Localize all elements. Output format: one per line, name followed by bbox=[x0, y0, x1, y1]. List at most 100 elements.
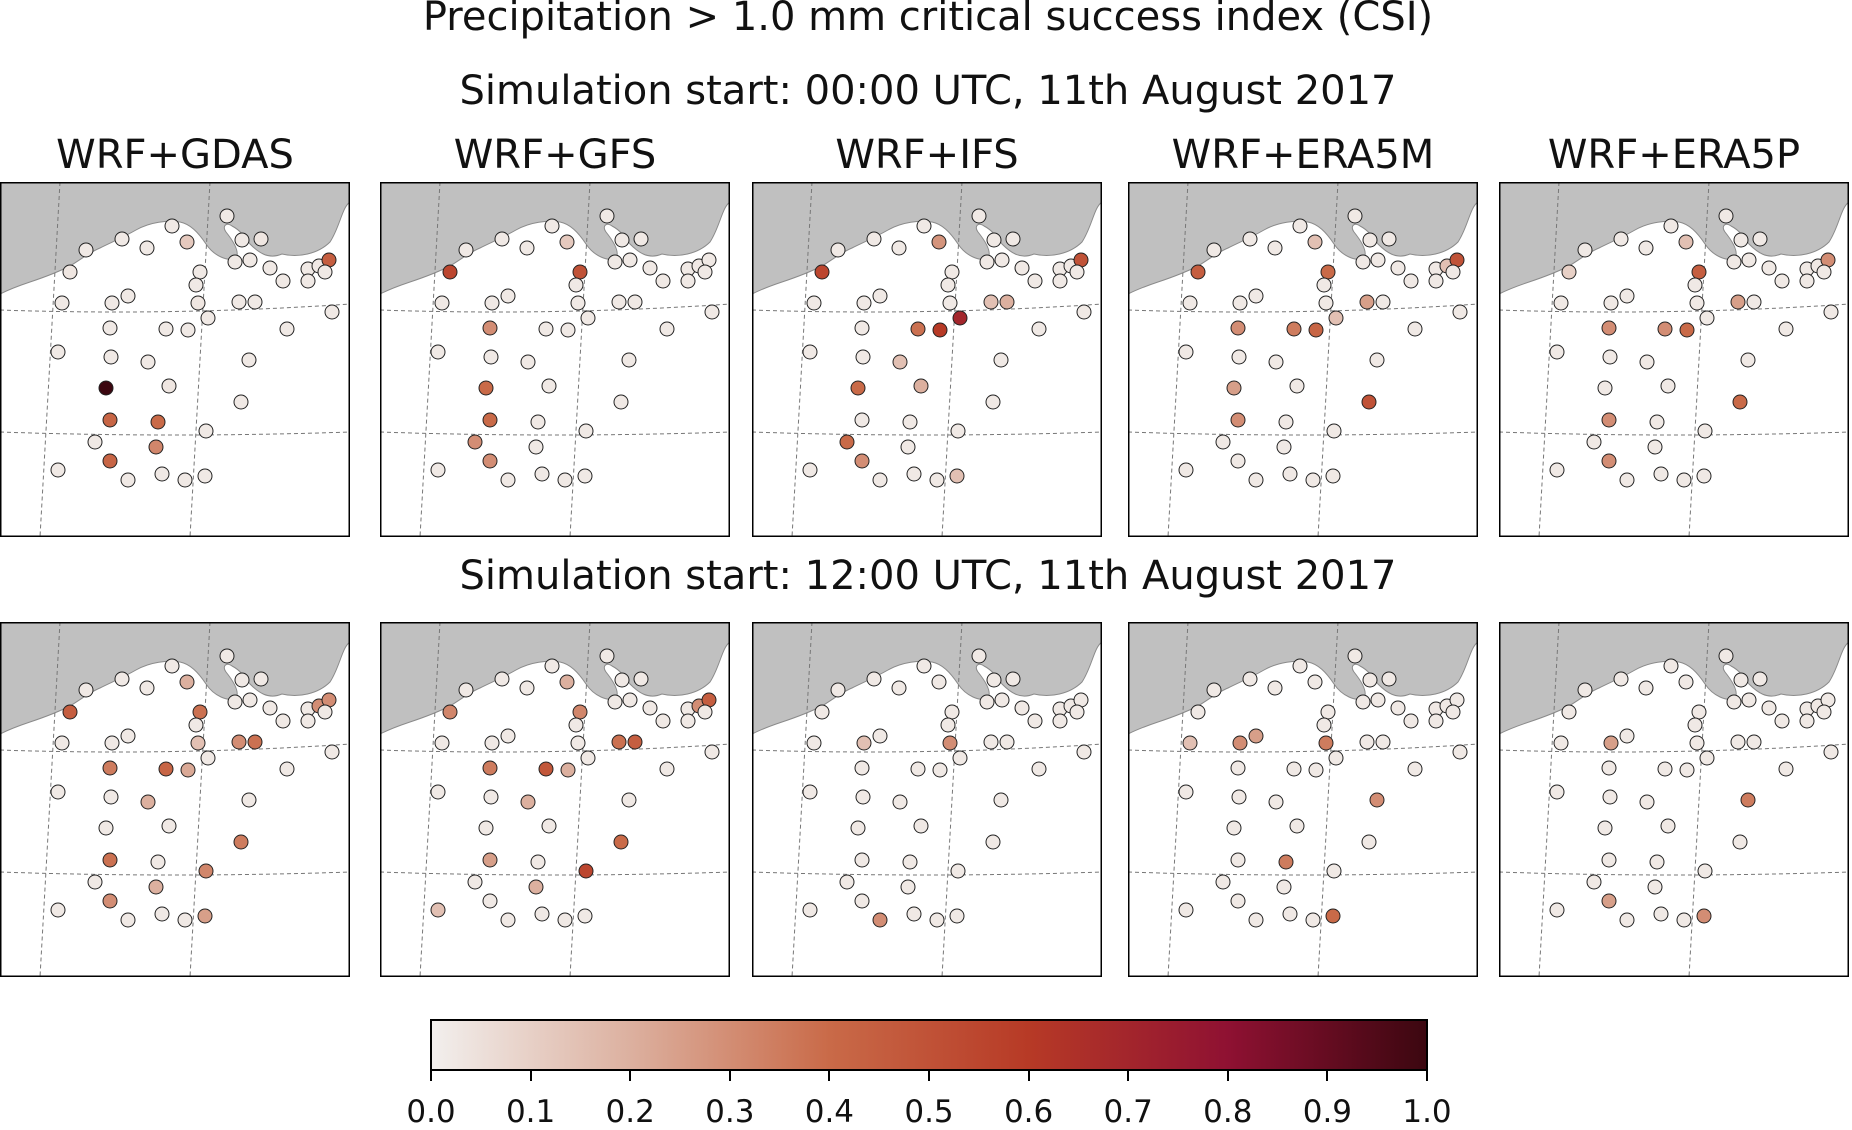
station-marker bbox=[1653, 466, 1669, 482]
station-marker bbox=[1577, 682, 1593, 698]
station-marker bbox=[78, 242, 94, 258]
station-marker bbox=[891, 680, 907, 696]
station-marker bbox=[1730, 294, 1746, 310]
station-marker bbox=[1597, 820, 1613, 836]
station-marker bbox=[233, 394, 249, 410]
station-marker bbox=[494, 671, 510, 687]
station-marker bbox=[482, 893, 498, 909]
station-marker bbox=[247, 294, 263, 310]
graticule-line bbox=[752, 431, 1102, 436]
graticule-line bbox=[419, 622, 441, 977]
station-marker bbox=[872, 288, 888, 304]
panel-title-wrf-ifs: WRF+IFS bbox=[835, 132, 1019, 178]
map-svg bbox=[1499, 622, 1849, 977]
station-marker bbox=[613, 394, 629, 410]
station-marker bbox=[1390, 700, 1406, 716]
station-marker bbox=[1678, 234, 1694, 250]
station-marker bbox=[910, 761, 926, 777]
station-marker bbox=[114, 231, 130, 247]
station-marker bbox=[1718, 648, 1734, 664]
station-marker bbox=[1325, 908, 1341, 924]
station-marker bbox=[317, 704, 333, 720]
station-marker bbox=[1647, 439, 1663, 455]
station-marker bbox=[1740, 792, 1756, 808]
station-marker bbox=[98, 380, 114, 396]
station-marker bbox=[1230, 893, 1246, 909]
station-marker bbox=[599, 208, 615, 224]
colorbar-tick-label: 0.0 bbox=[406, 1094, 456, 1130]
graticule-line bbox=[189, 182, 211, 537]
station-marker bbox=[1553, 295, 1569, 311]
station-marker bbox=[120, 472, 136, 488]
station-marker bbox=[192, 704, 208, 720]
station-marker bbox=[1691, 264, 1707, 280]
station-marker bbox=[659, 761, 675, 777]
station-marker bbox=[1292, 218, 1308, 234]
station-marker bbox=[262, 700, 278, 716]
station-marker bbox=[559, 674, 575, 690]
station-marker bbox=[442, 264, 458, 280]
station-marker bbox=[530, 414, 546, 430]
station-marker bbox=[1657, 321, 1673, 337]
station-marker bbox=[190, 295, 206, 311]
station-marker bbox=[1027, 273, 1043, 289]
station-marker bbox=[580, 310, 596, 326]
station-marker bbox=[1647, 879, 1663, 895]
station-marker bbox=[1553, 735, 1569, 751]
station-marker bbox=[942, 295, 958, 311]
station-marker bbox=[1318, 295, 1334, 311]
station-marker bbox=[1328, 750, 1344, 766]
station-marker bbox=[484, 735, 500, 751]
graticule-line bbox=[1128, 871, 1478, 876]
station-marker bbox=[102, 893, 118, 909]
station-marker bbox=[1689, 295, 1705, 311]
station-marker bbox=[500, 288, 516, 304]
station-marker bbox=[430, 462, 446, 478]
colorbar bbox=[430, 1019, 1428, 1071]
station-marker bbox=[697, 264, 713, 280]
station-marker bbox=[1638, 240, 1654, 256]
station-marker bbox=[179, 674, 195, 690]
station-marker bbox=[1320, 704, 1336, 720]
station-marker bbox=[467, 434, 483, 450]
station-marker bbox=[1370, 692, 1386, 708]
station-marker bbox=[103, 349, 119, 365]
station-marker bbox=[1215, 874, 1231, 890]
station-marker bbox=[538, 761, 554, 777]
station-marker bbox=[200, 750, 216, 766]
station-marker bbox=[1445, 704, 1461, 720]
graticule-line bbox=[380, 871, 730, 876]
map-svg bbox=[1499, 182, 1849, 537]
map-frame bbox=[1499, 182, 1849, 537]
station-marker bbox=[192, 264, 208, 280]
graticule-line bbox=[1499, 743, 1849, 753]
station-marker bbox=[1660, 378, 1676, 394]
station-marker bbox=[1726, 254, 1742, 270]
station-marker bbox=[1586, 434, 1602, 450]
station-marker bbox=[1318, 735, 1334, 751]
station-marker bbox=[910, 321, 926, 337]
station-marker bbox=[902, 854, 918, 870]
station-marker bbox=[1619, 472, 1635, 488]
station-marker bbox=[1359, 294, 1375, 310]
station-marker bbox=[50, 902, 66, 918]
colorbar-tick bbox=[928, 1071, 930, 1081]
land-mass bbox=[380, 182, 730, 295]
station-marker bbox=[1282, 906, 1298, 922]
station-marker bbox=[483, 349, 499, 365]
station-marker bbox=[1069, 264, 1085, 280]
station-marker bbox=[148, 879, 164, 895]
station-marker bbox=[161, 818, 177, 834]
graticule-line bbox=[1317, 622, 1339, 977]
map-svg bbox=[752, 622, 1102, 977]
graticule-line bbox=[1538, 182, 1560, 537]
station-marker bbox=[1746, 734, 1762, 750]
station-marker bbox=[902, 414, 918, 430]
station-marker bbox=[1602, 789, 1618, 805]
colorbar-tick bbox=[430, 1071, 432, 1081]
station-marker bbox=[1699, 750, 1715, 766]
station-marker bbox=[500, 472, 516, 488]
station-marker bbox=[580, 750, 596, 766]
station-marker bbox=[1230, 760, 1246, 776]
graticule-line bbox=[1538, 622, 1560, 977]
